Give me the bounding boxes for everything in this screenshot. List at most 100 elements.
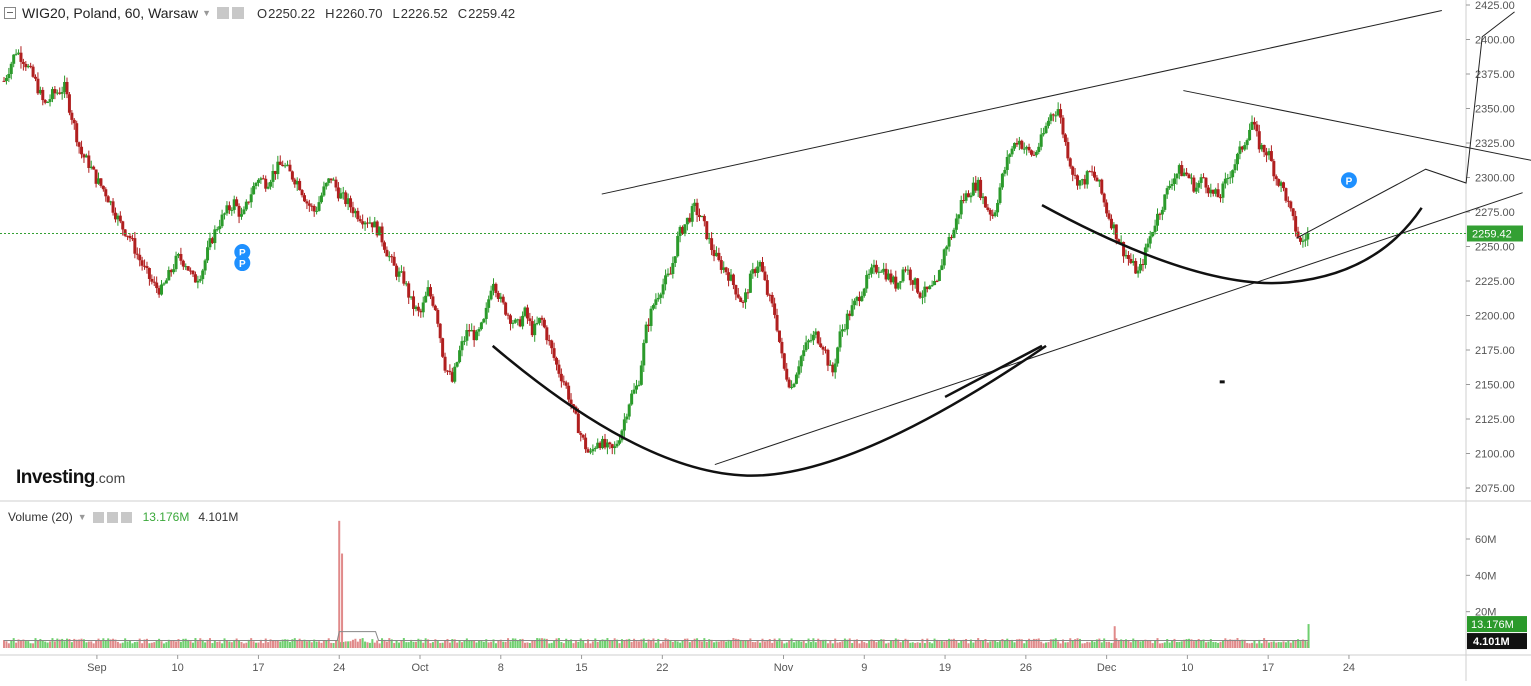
volume-bar [305, 641, 308, 648]
volume-bar [882, 639, 885, 648]
volume-bar [376, 640, 379, 648]
candle-body [1255, 124, 1259, 132]
settings-icon[interactable] [106, 511, 118, 523]
volume-bar [7, 643, 10, 648]
volume-bar [269, 639, 272, 648]
collapse-box-icon[interactable] [4, 7, 16, 19]
candle-body [140, 260, 144, 266]
volume-bar [1061, 639, 1064, 648]
volume-bar [572, 643, 575, 648]
volume-bar [465, 638, 468, 648]
volume-bar [213, 640, 216, 648]
volume-bar [533, 640, 536, 648]
volume-bar [734, 638, 737, 648]
volume-bar [192, 642, 195, 648]
candle-body [542, 319, 546, 328]
candle-body [722, 267, 726, 270]
volume-bar [725, 641, 728, 648]
volume-bar [133, 642, 136, 648]
eye-icon[interactable] [217, 7, 230, 19]
volume-bar [351, 639, 354, 648]
volume-bar [536, 638, 539, 648]
candle-body [1013, 142, 1017, 149]
volume-bar [439, 642, 442, 648]
volume-bar [686, 638, 689, 648]
candle-body [453, 366, 457, 382]
candle-body [135, 253, 139, 255]
volume-bar [1081, 643, 1084, 648]
volume-bar [814, 642, 817, 648]
volume-bar [1006, 638, 1009, 648]
time-tick-label: 24 [1343, 662, 1355, 674]
time-tick-label: 19 [939, 662, 951, 674]
candle-body [1233, 164, 1237, 171]
volume-bar [548, 643, 551, 648]
volume-bar [732, 638, 735, 648]
candle-body [555, 357, 559, 365]
candle-body [339, 193, 343, 199]
candle-body [632, 389, 636, 394]
caret-down-icon[interactable]: ▼ [77, 512, 87, 522]
volume-bar [97, 638, 100, 648]
volume-bar [693, 638, 696, 648]
candle-body [545, 327, 549, 341]
candle-body [244, 201, 248, 210]
candle-body [346, 198, 350, 205]
volume-bar [109, 639, 112, 648]
volume-bar [1190, 639, 1193, 648]
candle-body [414, 306, 418, 309]
volume-bar [531, 640, 534, 648]
candle-body [516, 319, 520, 321]
candle-body [147, 268, 151, 279]
volume-bar [507, 638, 510, 648]
candle-body [29, 65, 33, 67]
candle-body [1124, 255, 1128, 257]
volume-bar [196, 641, 199, 648]
candle-body [99, 178, 103, 186]
candle-body [1189, 177, 1193, 179]
settings-icon[interactable] [232, 7, 245, 19]
candle-body [1156, 213, 1160, 226]
volume-bar [935, 639, 938, 648]
candle-body [828, 364, 832, 366]
volume-bar [1241, 639, 1244, 648]
candle-body [673, 256, 677, 264]
eye-icon[interactable] [92, 511, 104, 523]
candle-body [928, 286, 932, 290]
volume-bar [543, 638, 546, 648]
close-icon[interactable] [120, 511, 132, 523]
candle-body [913, 278, 917, 285]
volume-bar [66, 638, 69, 648]
candle-body [976, 179, 980, 191]
open-label: O [257, 5, 268, 21]
volume-bar [12, 638, 15, 648]
volume-bar [538, 638, 541, 648]
volume-bar [143, 639, 146, 648]
candle-body [714, 252, 718, 257]
candle-body [1279, 182, 1283, 186]
candle-body [302, 195, 306, 202]
volume-tag-label: 13.176M [1471, 619, 1514, 631]
candle-body [637, 384, 641, 386]
candle-body [1243, 145, 1247, 150]
candle-body [256, 179, 260, 183]
volume-bar [104, 640, 107, 648]
candle-body [753, 269, 757, 274]
caret-down-icon[interactable]: ▼ [202, 8, 212, 18]
volume-bar [1277, 642, 1280, 648]
candle-body [1160, 209, 1164, 215]
candle-body [889, 273, 893, 283]
candle-body [307, 203, 311, 206]
volume-bar [662, 641, 665, 648]
candle-body [387, 256, 391, 258]
volume-bar [657, 638, 660, 648]
candle-body [319, 195, 323, 203]
candle-body [775, 314, 779, 331]
volume-bar [322, 640, 325, 648]
candle-body [1107, 213, 1111, 219]
candle-body [540, 317, 544, 320]
volume-bar [1001, 638, 1004, 648]
volume-bar [187, 639, 190, 648]
candle-body [845, 313, 849, 330]
candle-body [46, 101, 50, 103]
